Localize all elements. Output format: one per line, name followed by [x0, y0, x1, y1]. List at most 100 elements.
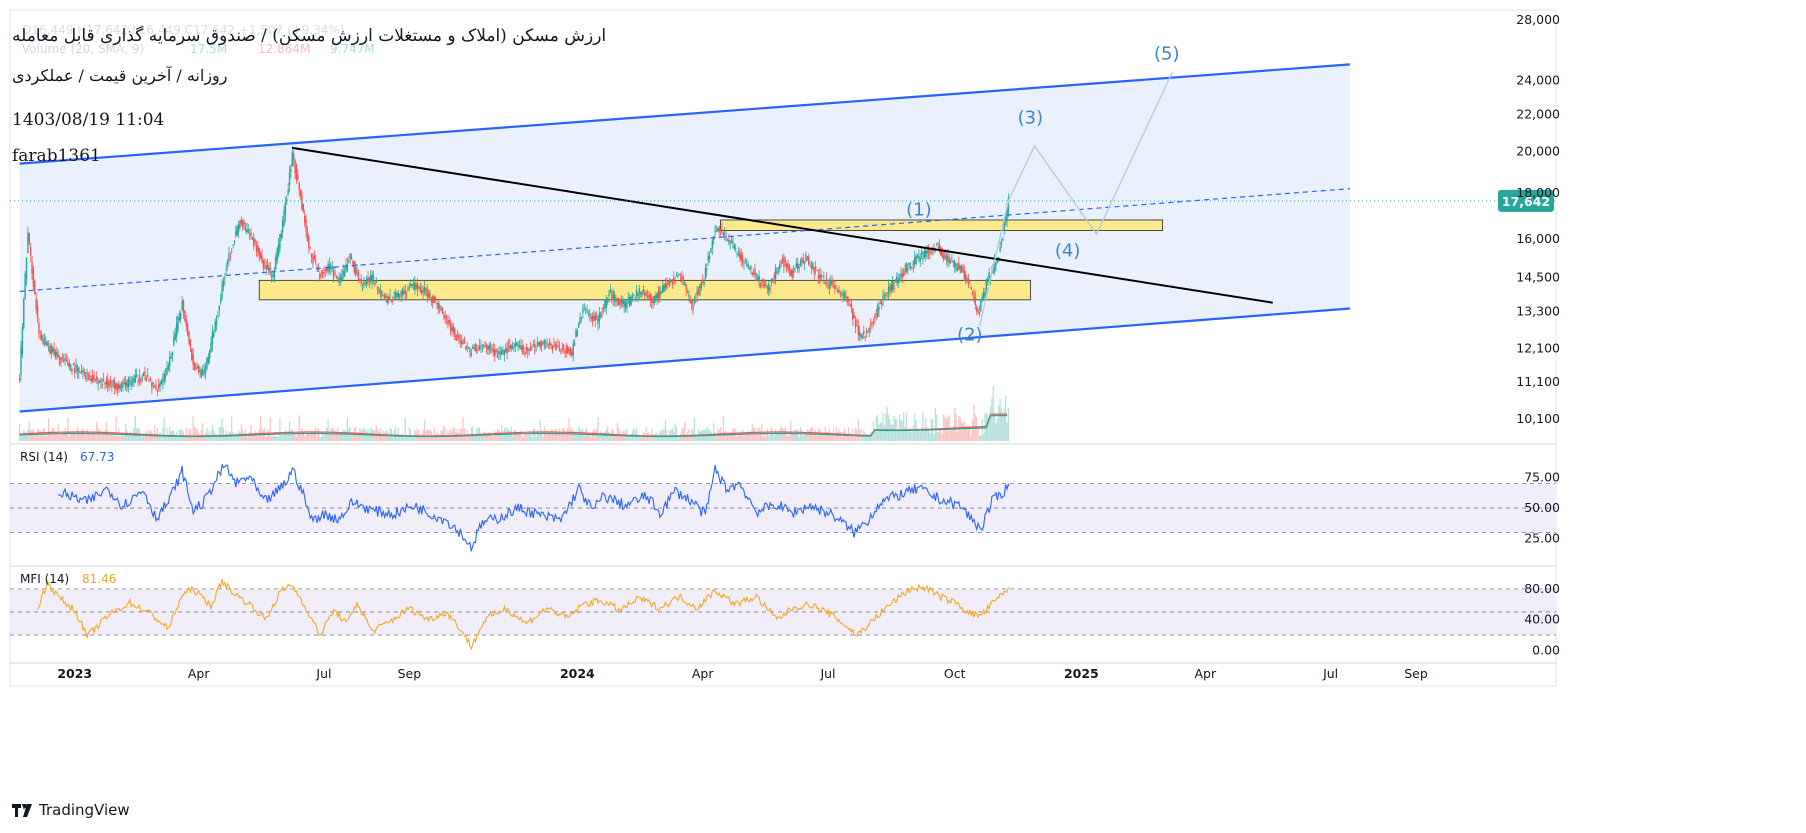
candle-body	[118, 384, 120, 389]
candle-body	[502, 349, 504, 353]
candle-body	[649, 293, 652, 301]
candle-body	[317, 268, 320, 272]
volume-bar	[107, 429, 109, 441]
candle-body	[890, 284, 893, 292]
candle-body	[242, 220, 244, 228]
volume-bar	[535, 436, 537, 441]
candle-body	[258, 248, 260, 256]
candle-body	[463, 339, 466, 344]
candle-body	[779, 264, 781, 270]
candle-body	[510, 344, 512, 349]
candle-body	[805, 254, 807, 262]
candle-body	[393, 291, 395, 294]
candle-body	[671, 281, 674, 285]
time-axis-tick: Jul	[315, 666, 331, 681]
volume-bar	[550, 429, 552, 441]
candle-body	[436, 302, 438, 305]
volume-bar	[706, 427, 708, 441]
candle-body	[64, 358, 66, 361]
volume-bar	[914, 414, 916, 441]
volume-bar	[850, 435, 852, 441]
volume-bar	[491, 435, 493, 441]
volume-bar	[418, 429, 420, 441]
volume-bar	[949, 428, 952, 441]
candle-body	[178, 317, 181, 321]
candle-body	[399, 295, 401, 297]
volume-bar	[1005, 395, 1007, 441]
volume-bar	[864, 432, 866, 441]
volume-bar	[250, 424, 252, 441]
price-axis-tick: 24,000	[1516, 72, 1560, 87]
candle-body	[936, 243, 938, 245]
candle-body	[834, 285, 836, 290]
volume-bar	[392, 433, 394, 441]
volume-bar	[923, 428, 925, 441]
volume-bar	[79, 433, 81, 441]
candle-body	[471, 346, 474, 349]
candle-body	[208, 350, 211, 359]
volume-bar	[905, 411, 908, 441]
volume-bar	[142, 434, 145, 441]
candle-body	[853, 315, 855, 319]
volume-bar	[743, 436, 745, 441]
volume-bar	[469, 435, 471, 441]
volume-bar	[600, 431, 602, 441]
candle-body	[812, 262, 814, 269]
candle-body	[525, 347, 528, 349]
mfi-value: 81.46	[82, 572, 116, 586]
candle-body	[371, 274, 373, 282]
volume-bar	[788, 436, 791, 441]
candle-body	[365, 278, 368, 285]
candle-body	[725, 236, 727, 239]
volume-bar	[282, 435, 284, 441]
candle-body	[582, 308, 584, 313]
volume-bar	[38, 429, 40, 441]
volume-bar	[305, 434, 307, 441]
volume-bar	[549, 434, 551, 441]
price-axis-tick: 18,000	[1516, 185, 1560, 200]
candle-body	[416, 284, 419, 290]
volume-bar	[452, 427, 455, 441]
volume-bar	[429, 429, 431, 441]
candle-body	[951, 260, 953, 262]
candle-body	[164, 374, 167, 378]
volume-bar	[1007, 407, 1009, 441]
volume-bar	[366, 431, 368, 441]
tradingview-brand[interactable]: TradingView	[12, 801, 130, 819]
volume-bar	[118, 428, 120, 441]
candle-body	[795, 263, 798, 268]
volume-bar	[874, 430, 876, 441]
candle-body	[503, 350, 506, 355]
candle-body	[255, 246, 258, 252]
volume-bar	[814, 429, 817, 441]
volume-bar	[693, 417, 696, 441]
candle-body	[813, 267, 815, 273]
volume-bar	[865, 436, 868, 441]
candle-body	[193, 363, 196, 370]
volume-bar	[206, 428, 208, 441]
candle-body	[708, 255, 711, 259]
volume-bar	[556, 428, 558, 441]
candle-body	[737, 253, 740, 255]
candle-body	[641, 292, 643, 296]
candle-body	[942, 256, 945, 260]
candle-body	[321, 271, 324, 275]
mfi-axis-tick: 40.00	[1524, 612, 1560, 627]
volume-bar	[557, 433, 559, 441]
volume-bar	[803, 434, 806, 441]
volume-bar	[674, 423, 676, 441]
candle-body	[590, 316, 592, 319]
volume-bar	[433, 427, 435, 441]
volume-bar	[616, 423, 618, 441]
candle-body	[527, 347, 529, 352]
volume-bar	[108, 434, 110, 441]
candle-body	[670, 279, 672, 282]
volume-bar	[671, 428, 673, 441]
volume-bar	[81, 430, 83, 441]
volume-bar	[288, 421, 291, 441]
volume-bar	[528, 430, 530, 441]
volume-bar	[459, 428, 461, 441]
volume-bar	[808, 430, 810, 441]
volume-bar	[629, 435, 631, 441]
